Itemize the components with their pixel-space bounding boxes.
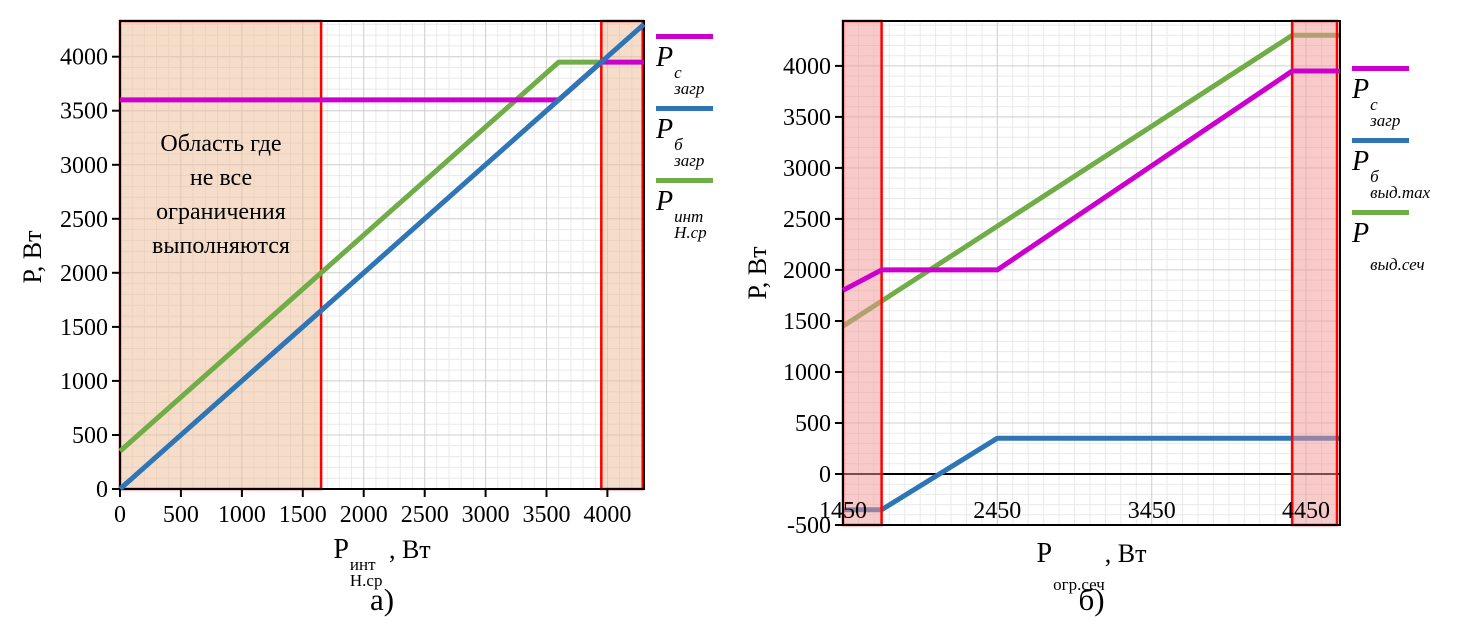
annotation-line: Область где: [160, 131, 282, 157]
x-tick-label: 2500: [401, 502, 449, 528]
x-tick-label: 0: [114, 502, 126, 528]
annotation-line: не все: [189, 165, 253, 191]
x-tick-label: 3500: [523, 502, 571, 528]
x-title-unit-b: , Вт: [1104, 539, 1147, 568]
legend-swatch-magenta: [656, 34, 713, 39]
x-tick-label: 3000: [462, 502, 510, 528]
y-tick-label: 1000: [60, 369, 108, 395]
y-tick-label: 2500: [783, 207, 831, 233]
series-line-green: [118, 59, 602, 454]
y-tick-label: 0: [96, 477, 108, 503]
x-title-sub-a: Н.ср: [349, 571, 383, 590]
y-tick-label: 1500: [783, 309, 831, 335]
x-tick-label: 4000: [583, 502, 631, 528]
x-tick-label: 1500: [279, 502, 327, 528]
legend-swatch-blue: [1352, 138, 1409, 143]
plot-border: [119, 20, 645, 490]
constraint-annotation: Область где не все ограничения выполняют…: [121, 127, 321, 263]
caption-a: а): [369, 582, 395, 617]
x-tick-label: 1450: [819, 498, 867, 524]
x-tick-label: 2000: [340, 502, 388, 528]
y-tick-label: 3500: [783, 105, 831, 131]
y-tick-label: 500: [795, 411, 831, 437]
x-tick-label: 2450: [973, 498, 1021, 524]
y-axis-title-b: Р, Вт: [743, 246, 772, 300]
annotation-line: выполняются: [152, 233, 290, 259]
x-title-base-b: P: [1036, 538, 1053, 569]
y-tick-label: 3000: [783, 156, 831, 182]
x-tick-label: 4450: [1282, 498, 1330, 524]
y-axis-title-a: Р, Вт: [18, 230, 47, 284]
y-tick-label: 4000: [60, 45, 108, 71]
y-tick-label: 500: [72, 423, 108, 449]
caption-b: б): [1078, 582, 1105, 617]
y-tick-label: 1000: [783, 360, 831, 386]
annotation-line: ограничения: [156, 199, 286, 225]
x-title-sup-a: инт: [349, 555, 376, 574]
legend-swatch-green: [656, 178, 713, 183]
y-tick-label: 3500: [60, 99, 108, 125]
x-tick-label: 3450: [1128, 498, 1176, 524]
series-line-green: [841, 32, 1340, 329]
legend-swatch-green: [1352, 210, 1409, 215]
x-tick-label: 1000: [218, 502, 266, 528]
x-title-sub-b: огр.сеч: [1053, 575, 1105, 594]
y-tick-label: 3000: [60, 153, 108, 179]
y-tick-label: 2000: [60, 261, 108, 287]
legend-swatch-magenta: [1352, 66, 1409, 71]
y-tick-label: 1500: [60, 315, 108, 341]
y-tick-label: 0: [819, 462, 831, 488]
constraint-band: [1290, 19, 1339, 527]
series-line-blue: [118, 22, 646, 491]
x-tick-label: 500: [163, 502, 199, 528]
y-tick-label: -500: [787, 513, 831, 539]
y-tick-label: 2000: [783, 258, 831, 284]
legend-swatch-blue: [656, 106, 713, 111]
x-title-unit-a: , Вт: [382, 535, 431, 564]
y-tick-label: 2500: [60, 207, 108, 233]
x-title-base-a: P: [333, 534, 349, 565]
series-line-magenta: [841, 68, 1340, 293]
y-tick-label: 4000: [783, 54, 831, 80]
plot-border: [842, 20, 1341, 526]
